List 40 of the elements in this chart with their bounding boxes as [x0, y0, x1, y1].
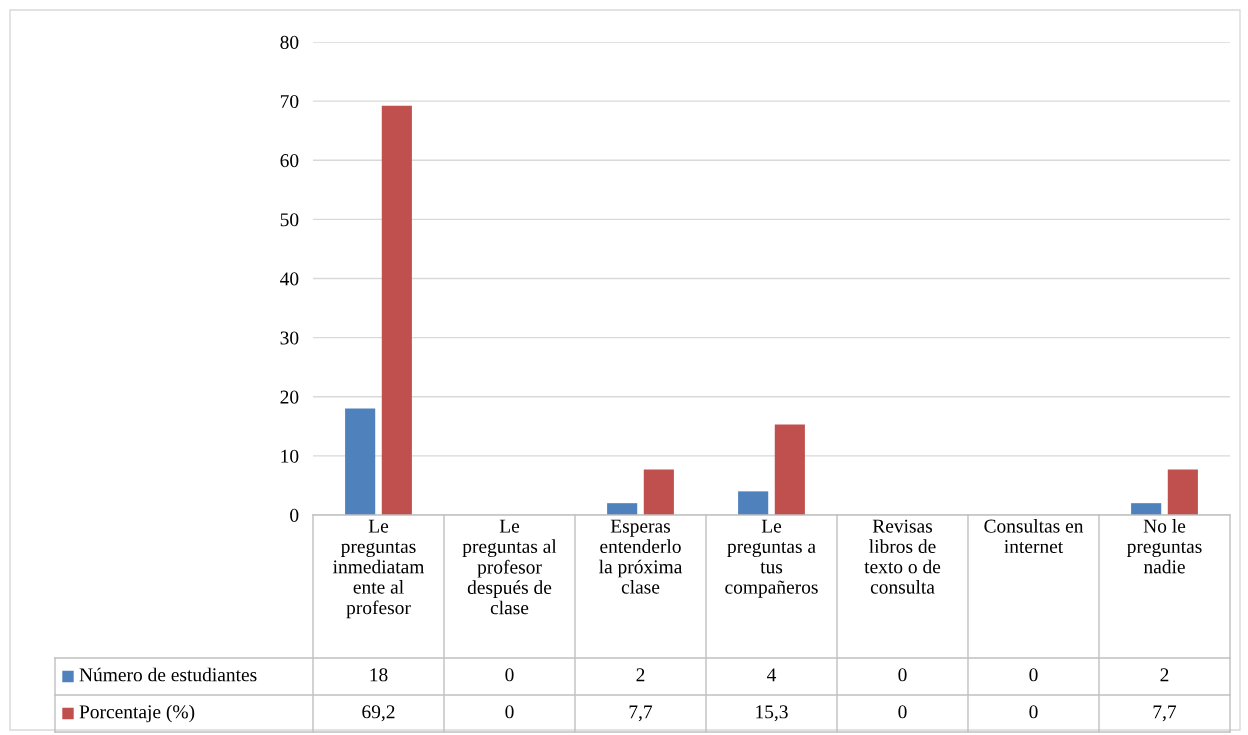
bar — [1167, 469, 1198, 515]
y-tick-label: 50 — [280, 213, 299, 227]
legend-label: Número de estudiantes — [79, 667, 257, 682]
y-tick-label: 80 — [280, 35, 299, 49]
y-tick-label: 30 — [280, 331, 299, 345]
data-label: 15,3 — [756, 705, 788, 722]
bar — [774, 424, 805, 515]
bar — [607, 503, 638, 515]
x-tick-label: Le preguntas inmediatam ente al profesor — [333, 519, 425, 619]
data-label: 7,7 — [629, 705, 653, 722]
bar — [643, 469, 674, 515]
x-tick-label: Le preguntas a tus compañeros — [725, 519, 818, 598]
data-label: 69,2 — [362, 705, 395, 722]
x-tick-label: Esperas entenderlo la próxima clase — [599, 519, 683, 594]
data-label: 0 — [1029, 705, 1038, 719]
data-label: 2 — [636, 668, 645, 682]
y-tick-label: 10 — [281, 449, 299, 463]
y-tick-label: 60 — [280, 154, 299, 168]
data-label: 0 — [898, 668, 907, 682]
bar — [381, 105, 412, 515]
legend-label: Porcentaje (%) — [79, 704, 195, 723]
data-label: 4 — [767, 668, 777, 682]
x-tick-label: Revisas libros de texto o de consulta — [864, 519, 941, 594]
data-label: 0 — [505, 668, 514, 682]
y-tick-label: 70 — [280, 94, 299, 109]
x-tick-label: No le preguntas nadie — [1127, 519, 1202, 574]
x-tick-label: Le preguntas al profesor después de clase — [462, 519, 557, 615]
data-label: 18 — [370, 668, 388, 682]
data-label: 0 — [898, 705, 907, 719]
data-label: 0 — [1029, 668, 1038, 682]
data-label: 7,7 — [1153, 705, 1177, 722]
bar — [1131, 503, 1162, 515]
x-tick-label: Consultas en internet — [984, 519, 1084, 554]
data-label: 0 — [505, 705, 514, 719]
y-tick-label: 20 — [280, 390, 299, 404]
y-tick-label: 40 — [280, 272, 299, 286]
y-tick-label: 0 — [290, 508, 299, 522]
data-label: 2 — [1160, 668, 1169, 682]
bar — [738, 491, 769, 515]
bar — [345, 408, 376, 515]
